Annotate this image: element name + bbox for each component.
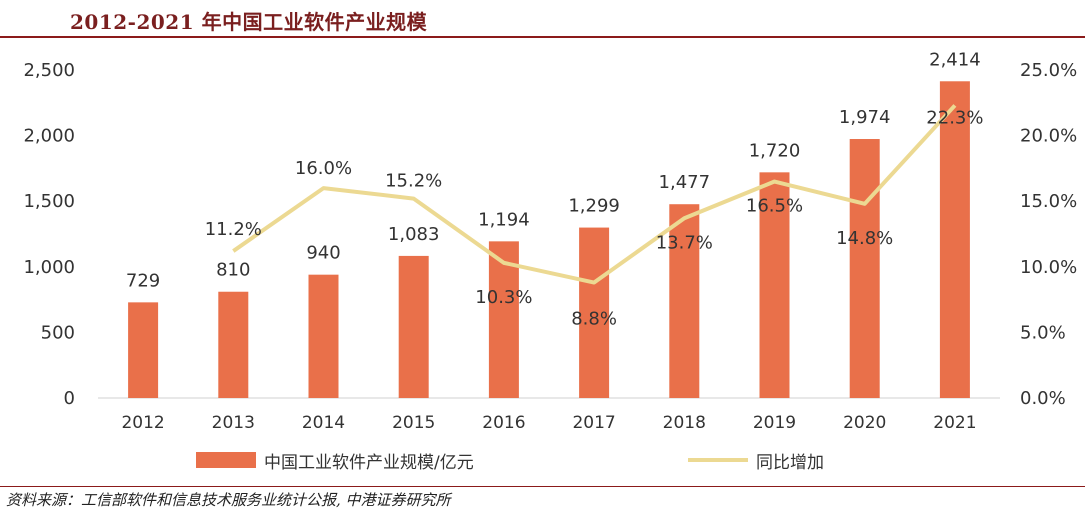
- line-value-label: 10.3%: [475, 287, 532, 308]
- chart-title: 2012-2021 年中国工业软件产业规模: [70, 10, 428, 34]
- bar-value-label: 729: [126, 270, 160, 291]
- line-value-label: 22.3%: [926, 107, 983, 128]
- x-tick-label: 2021: [933, 413, 976, 433]
- y-left-tick-label: 1,000: [23, 257, 75, 278]
- bar-value-label: 1,083: [388, 224, 440, 245]
- x-tick-label: 2017: [572, 413, 615, 433]
- x-tick-label: 2013: [212, 413, 255, 433]
- bar-value-label: 2,414: [929, 49, 981, 70]
- source-divider: [0, 486, 1085, 487]
- y-right-tick-label: 20.0%: [1020, 126, 1077, 147]
- legend-line-swatch: [688, 458, 748, 462]
- bar: [579, 227, 610, 398]
- x-tick-label: 2019: [753, 413, 796, 433]
- line-value-label: 16.0%: [295, 158, 352, 179]
- line-value-label: 16.5%: [746, 196, 803, 217]
- legend-item-bar: 中国工业软件产业规模/亿元: [196, 449, 474, 473]
- growth-line: [232, 104, 957, 285]
- x-tick-label: 2014: [302, 413, 345, 433]
- bar-value-label: 1,720: [749, 140, 801, 161]
- legend-bar-label: 中国工业软件产业规模/亿元: [264, 452, 474, 473]
- bar-value-label: 1,194: [478, 209, 530, 230]
- line-value-label: 11.2%: [205, 219, 262, 240]
- x-tick-label: 2015: [392, 413, 435, 433]
- x-tick-label: 2016: [482, 413, 525, 433]
- bar: [849, 139, 880, 398]
- y-right-tick-label: 5.0%: [1020, 322, 1066, 343]
- bar-value-label: 810: [216, 260, 250, 281]
- bar-value-label: 1,299: [568, 196, 620, 217]
- y-right-tick-label: 0.0%: [1020, 388, 1066, 409]
- legend-bar-swatch: [196, 452, 256, 468]
- legend-item-line: 同比增加: [688, 449, 824, 473]
- x-tick-label: 2018: [663, 413, 706, 433]
- source-note: 资料来源：工信部软件和信息技术服务业统计公报, 中港证券研究所: [6, 491, 451, 509]
- bar: [669, 204, 700, 398]
- x-tick-label: 2020: [843, 413, 886, 433]
- y-right-tick-label: 15.0%: [1020, 191, 1077, 212]
- y-right-tick-label: 25.0%: [1020, 60, 1077, 81]
- line-value-label: 13.7%: [656, 232, 713, 253]
- bar: [218, 291, 249, 398]
- y-left-tick-label: 0: [64, 388, 75, 409]
- bar: [939, 81, 970, 398]
- legend-line-label: 同比增加: [756, 452, 824, 473]
- title-divider: [0, 36, 1085, 38]
- bar: [308, 274, 339, 398]
- y-left-tick-label: 1,500: [23, 191, 75, 212]
- bar-value-label: 1,477: [659, 172, 711, 193]
- bar-value-label: 1,974: [839, 107, 891, 128]
- bar: [398, 255, 429, 398]
- line-value-label: 15.2%: [385, 171, 442, 192]
- y-left-tick-label: 2,500: [23, 60, 75, 81]
- bar: [759, 172, 790, 398]
- y-left-tick-label: 500: [41, 322, 75, 343]
- bar: [488, 241, 519, 398]
- line-value-label: 8.8%: [571, 309, 617, 330]
- bar: [128, 302, 159, 398]
- x-tick-label: 2012: [121, 413, 164, 433]
- y-left-tick-label: 2,000: [23, 126, 75, 147]
- bar-value-label: 940: [306, 243, 340, 264]
- line-value-label: 14.8%: [836, 228, 893, 249]
- y-right-tick-label: 10.0%: [1020, 257, 1077, 278]
